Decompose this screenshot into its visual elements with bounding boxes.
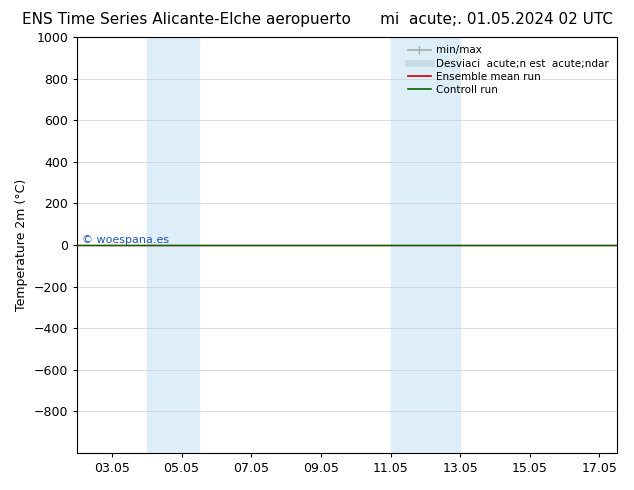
Bar <box>391 37 460 453</box>
Text: ENS Time Series Alicante-Elche aeropuerto      mi  acute;. 01.05.2024 02 UTC: ENS Time Series Alicante-Elche aeropuert… <box>22 12 612 27</box>
Y-axis label: Temperature 2m (°C): Temperature 2m (°C) <box>15 179 28 311</box>
Legend: min/max, Desviaci  acute;n est  acute;ndar, Ensemble mean run, Controll run: min/max, Desviaci acute;n est acute;ndar… <box>404 42 612 98</box>
Text: © woespana.es: © woespana.es <box>82 235 170 245</box>
Bar <box>146 37 199 453</box>
